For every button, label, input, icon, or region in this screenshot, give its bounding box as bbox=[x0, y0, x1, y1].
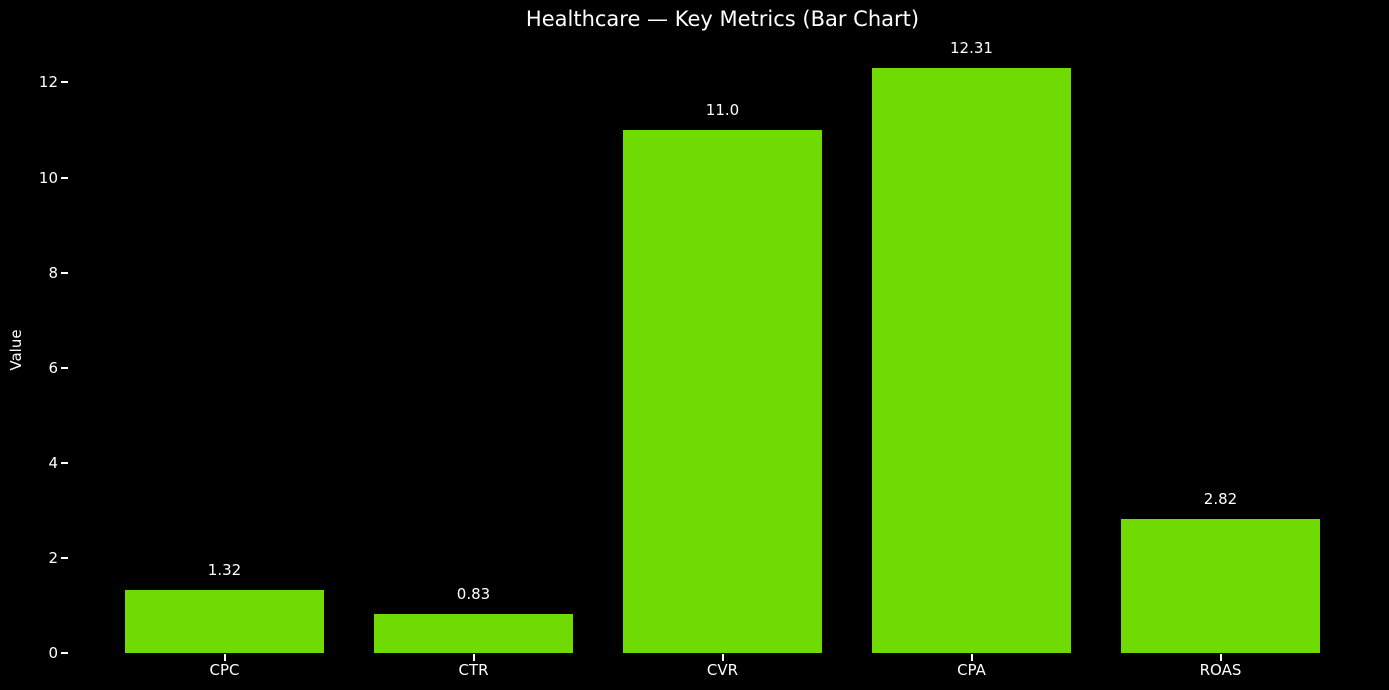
y-tick-mark bbox=[61, 652, 68, 654]
bar-roas bbox=[1121, 518, 1320, 653]
x-tick-mark bbox=[721, 654, 724, 661]
x-tick-label: ROAS bbox=[1199, 661, 1242, 679]
bar-cvr bbox=[623, 129, 822, 653]
y-tick-label: 0 bbox=[48, 644, 58, 662]
x-tick-label: CPC bbox=[209, 661, 240, 679]
x-tick-mark bbox=[472, 654, 475, 661]
bar-value-label: 2.82 bbox=[1203, 489, 1238, 508]
chart-title: Healthcare — Key Metrics (Bar Chart) bbox=[525, 7, 920, 31]
y-tick-label: 6 bbox=[48, 358, 58, 377]
bar-ctr bbox=[374, 613, 573, 653]
bar-cpa bbox=[872, 67, 1071, 653]
y-tick-mark bbox=[61, 176, 68, 179]
bar-value-label: 1.32 bbox=[207, 561, 242, 580]
y-tick-mark bbox=[61, 271, 68, 274]
bar-value-label: 12.31 bbox=[950, 38, 993, 57]
y-tick-mark bbox=[61, 461, 68, 464]
y-tick-mark bbox=[61, 81, 68, 84]
x-tick-label: CVR bbox=[706, 661, 739, 679]
y-tick-label: 8 bbox=[48, 263, 58, 282]
y-tick-mark bbox=[61, 366, 68, 369]
y-tick-label: 12 bbox=[38, 73, 58, 92]
x-tick-mark bbox=[970, 654, 973, 661]
y-tick-label: 10 bbox=[38, 168, 58, 187]
y-tick-label: 2 bbox=[48, 548, 58, 567]
bar-value-label: 0.83 bbox=[456, 584, 491, 603]
x-tick-label: CPA bbox=[957, 661, 986, 679]
y-tick-label: 4 bbox=[48, 453, 58, 472]
bar-cpc bbox=[125, 590, 324, 653]
x-tick-label: CTR bbox=[458, 661, 489, 679]
bar-value-label: 11.0 bbox=[705, 100, 740, 119]
y-tick-mark bbox=[61, 556, 68, 559]
x-tick-mark bbox=[223, 654, 226, 661]
x-tick-mark bbox=[1219, 654, 1222, 661]
